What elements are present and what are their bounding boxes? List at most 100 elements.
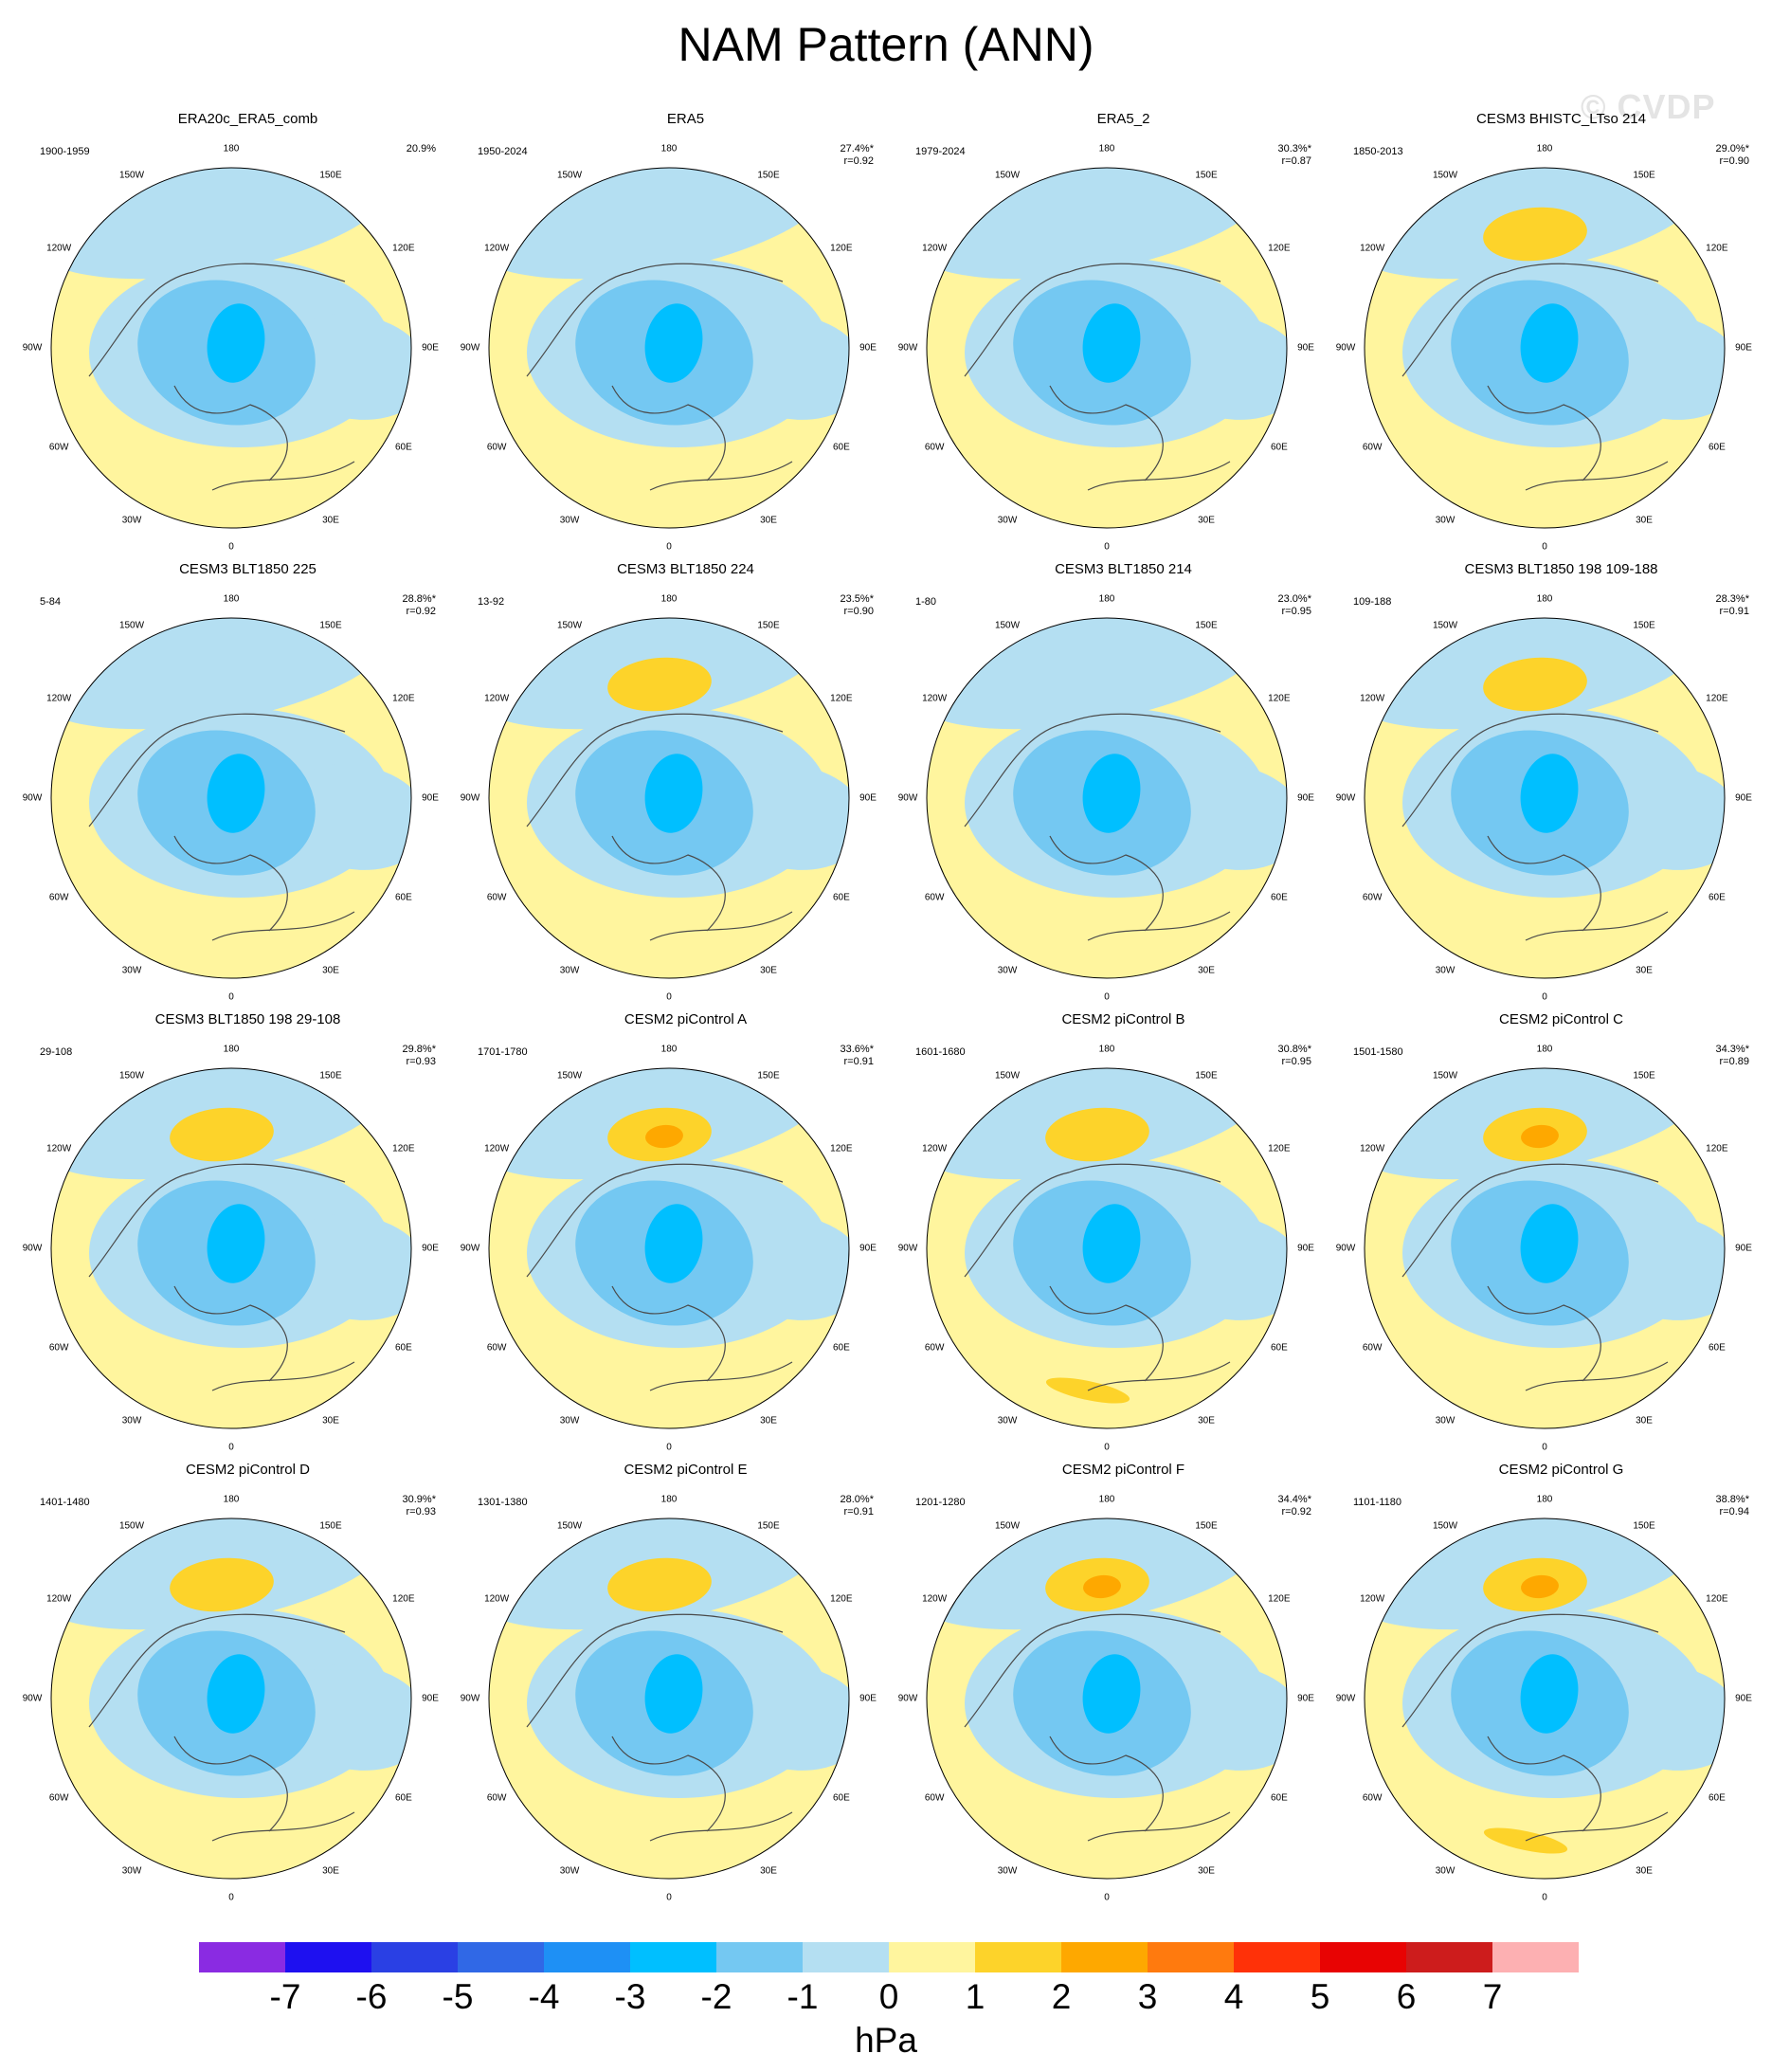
panel-years: 109-188 xyxy=(1353,596,1392,608)
longitude-label: 120W xyxy=(1360,1143,1385,1154)
longitude-label: 30E xyxy=(322,515,339,526)
colorbar-box xyxy=(458,1942,544,1972)
arctic-negative-center xyxy=(1082,754,1141,833)
longitude-label: 120E xyxy=(1268,1593,1291,1605)
longitude-label: 150E xyxy=(319,620,342,631)
arctic-negative-center xyxy=(1082,1654,1141,1734)
panel-pct-variance: 33.6%* xyxy=(840,1044,874,1055)
map-border xyxy=(926,167,1288,529)
longitude-label: 60W xyxy=(924,1342,945,1354)
map-border xyxy=(50,617,412,979)
colorbar-tick-label: -1 xyxy=(787,1977,819,2016)
map-panel: CESM2 piControl C 1501-1580 34.3%* r=0.89 18… xyxy=(1336,1011,1772,1457)
longitude-label: 150W xyxy=(1432,620,1458,631)
panel-pct-variance: 30.8%* xyxy=(1277,1044,1311,1055)
arctic-negative-center xyxy=(1082,303,1141,383)
longitude-label: 180 xyxy=(1536,143,1553,154)
arctic-negative-center xyxy=(644,1654,703,1734)
longitude-label: 120E xyxy=(392,243,415,254)
longitude-label: 30E xyxy=(1198,1865,1215,1877)
map-panel: CESM3 BLT1850 224 13-92 23.5%* r=0.90 180 150… xyxy=(461,561,907,1007)
longitude-label: 60W xyxy=(924,892,945,903)
colorbar-box xyxy=(1406,1942,1492,1972)
panel-years: 13-92 xyxy=(478,596,505,608)
panel-pct-variance: 28.0%* xyxy=(840,1494,874,1505)
panel-pattern-correlation: r=0.91 xyxy=(843,1056,875,1067)
map-panel: CESM2 piControl A 1701-1780 33.6%* r=0.91 18… xyxy=(461,1011,907,1457)
longitude-label: 120E xyxy=(1706,1593,1728,1605)
panel-pattern-correlation: r=0.95 xyxy=(1281,606,1312,617)
longitude-label: 120E xyxy=(392,1143,415,1154)
panel-variance-stats: 28.0%* r=0.91 xyxy=(841,1494,874,1518)
coastlines xyxy=(526,713,793,941)
map-panel: CESM2 piControl G 1101-1180 38.8%* r=0.94 18… xyxy=(1336,1462,1772,1907)
panel-title: CESM3 BLT1850 214 xyxy=(1055,561,1192,577)
longitude-label: 0 xyxy=(1104,1892,1110,1903)
coastlines xyxy=(526,1163,793,1391)
longitude-label: 150W xyxy=(556,1520,583,1532)
longitude-label: 120W xyxy=(46,693,72,704)
colorbar-tick-label: -4 xyxy=(528,1977,560,2016)
longitude-label: 120E xyxy=(1268,1143,1291,1154)
longitude-label: 120E xyxy=(830,243,853,254)
longitude-label: 150W xyxy=(1432,1520,1458,1532)
map-border xyxy=(488,167,850,529)
panel-pct-variance: 38.8%* xyxy=(1715,1494,1749,1505)
longitude-label: 150E xyxy=(1633,1520,1655,1532)
map-panel: CESM2 piControl B 1601-1680 30.8%* r=0.95 18… xyxy=(898,1011,1345,1457)
panel-title: CESM3 BLT1850 225 xyxy=(179,561,316,577)
longitude-label: 60E xyxy=(832,1342,850,1354)
panel-variance-stats: 29.0%* r=0.90 xyxy=(1716,143,1749,168)
longitude-label: 90W xyxy=(897,342,918,354)
longitude-label: 60E xyxy=(1270,442,1288,453)
map-border xyxy=(926,1067,1288,1429)
longitude-label: 0 xyxy=(1104,541,1110,553)
eurasia-negative-extension xyxy=(1592,1664,1725,1771)
longitude-label: 60W xyxy=(1362,442,1383,453)
arctic-negative-center xyxy=(644,1204,703,1283)
panel-pattern-correlation: r=0.91 xyxy=(843,1506,875,1518)
coastlines xyxy=(1401,1163,1669,1391)
panel-variance-stats: 38.8%* r=0.94 xyxy=(1716,1494,1749,1518)
panel-years: 1850-2013 xyxy=(1353,146,1403,157)
longitude-label: 30W xyxy=(1435,1415,1456,1427)
coastlines xyxy=(88,713,355,941)
panel-variance-stats: 29.8%* r=0.93 xyxy=(403,1044,436,1068)
longitude-label: 60W xyxy=(48,442,69,453)
coastlines xyxy=(1401,713,1669,941)
longitude-label: 180 xyxy=(223,593,240,605)
longitude-label: 60W xyxy=(486,442,507,453)
panel-years: 1701-1780 xyxy=(478,1046,528,1058)
map-border xyxy=(488,617,850,979)
panel-pattern-correlation: r=0.92 xyxy=(406,606,437,617)
longitude-label: 120W xyxy=(922,243,948,254)
longitude-label: 90E xyxy=(422,792,439,804)
eurasia-negative-extension xyxy=(1592,314,1725,420)
map-panel: ERA5 1950-2024 27.4%* r=0.92 180 150E 120E 90E 6… xyxy=(461,111,907,556)
arctic-negative-center xyxy=(1082,1204,1141,1283)
longitude-label: 0 xyxy=(1542,541,1547,553)
longitude-label: 180 xyxy=(223,1044,240,1055)
longitude-label: 180 xyxy=(1098,143,1115,154)
longitude-label: 180 xyxy=(1098,1044,1115,1055)
longitude-label: 0 xyxy=(1542,1442,1547,1453)
longitude-label: 150E xyxy=(757,1070,780,1081)
map-border xyxy=(488,1518,850,1880)
map-panel: ERA20c_ERA5_comb 1900-1959 20.9% 180 150E 120… xyxy=(23,111,469,556)
polar-map xyxy=(1364,167,1726,529)
panel-pattern-correlation: r=0.87 xyxy=(1281,155,1312,167)
longitude-label: 90W xyxy=(1335,342,1356,354)
polar-map xyxy=(1364,1067,1726,1429)
panel-title: CESM2 piControl A xyxy=(624,1011,748,1027)
colorbar-tick-label: 7 xyxy=(1482,1977,1503,2016)
coastlines xyxy=(964,1163,1231,1391)
longitude-label: 120W xyxy=(1360,1593,1385,1605)
longitude-label: 150E xyxy=(1633,1070,1655,1081)
longitude-label: 90E xyxy=(1735,342,1752,354)
longitude-label: 150W xyxy=(994,170,1021,181)
coastlines xyxy=(88,1163,355,1391)
longitude-label: 90W xyxy=(897,792,918,804)
coastlines xyxy=(88,263,355,491)
longitude-label: 180 xyxy=(1536,593,1553,605)
eurasia-negative-extension xyxy=(1154,314,1287,420)
